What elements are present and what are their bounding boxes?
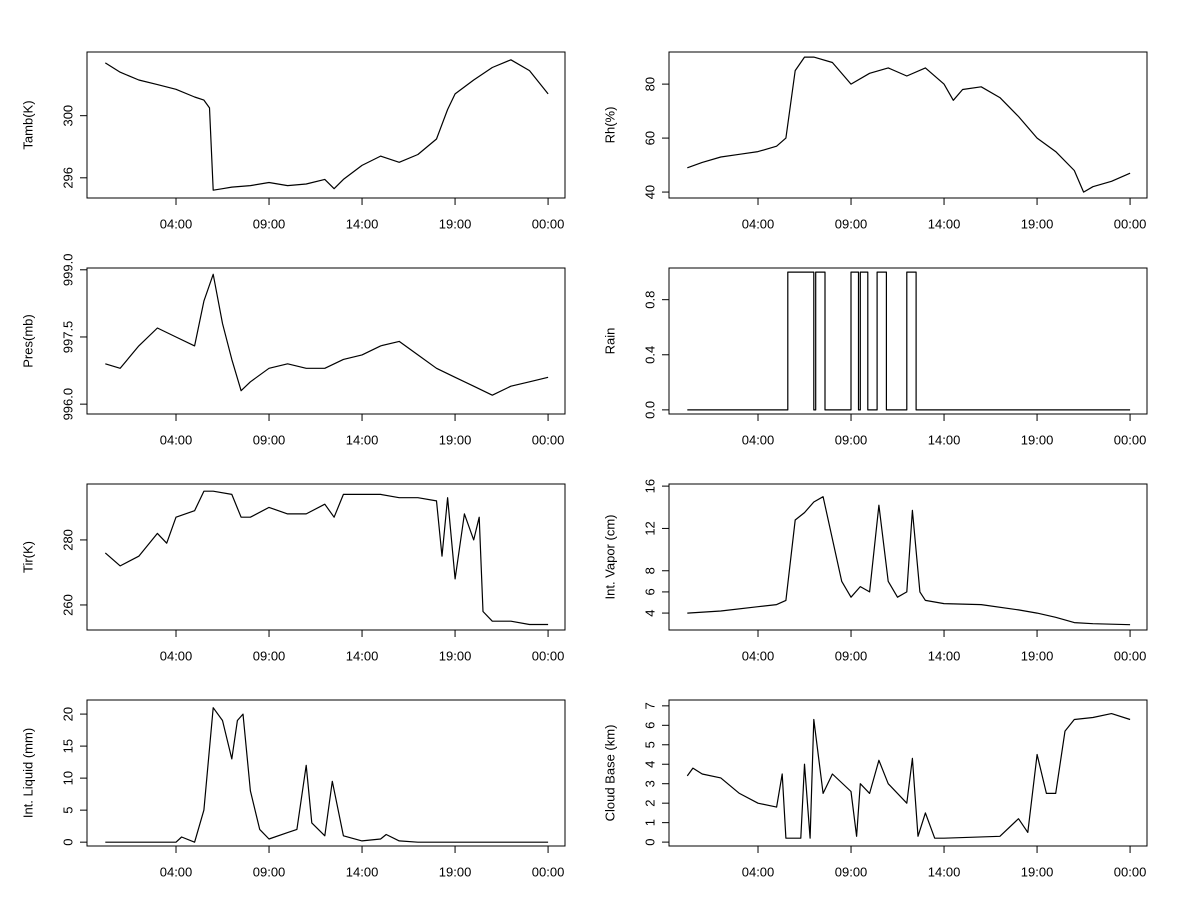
plot-frame: [86, 267, 566, 415]
y-tick-label: 5: [642, 741, 657, 748]
y-tick-label: 10: [60, 771, 75, 785]
x-tick-label: 04:00: [742, 864, 775, 879]
y-axis-label: Rh(%): [602, 107, 617, 144]
y-tick-label: 0.8: [642, 291, 657, 309]
y-tick-label: 40: [642, 185, 657, 199]
x-tick-label: 09:00: [835, 216, 868, 231]
y-tick-label: 997.5: [60, 321, 75, 354]
x-tick-label: 04:00: [160, 648, 193, 663]
x-tick-label: 14:00: [346, 432, 379, 447]
x-tick-label: 00:00: [1114, 216, 1147, 231]
y-axis-label: Cloud Base (km): [602, 725, 617, 822]
y-tick-label: 2: [642, 800, 657, 807]
data-line: [104, 490, 549, 626]
plot-frame: [668, 51, 1148, 199]
x-tick-label: 09:00: [253, 216, 286, 231]
y-tick-label: 996.0: [60, 388, 75, 421]
x-tick-label: 09:00: [253, 864, 286, 879]
x-tick-label: 09:00: [835, 864, 868, 879]
x-tick-label: 09:00: [253, 432, 286, 447]
y-tick-label: 6: [642, 588, 657, 595]
y-axis-label: Int. Liquid (mm): [20, 728, 35, 818]
x-tick-label: 14:00: [346, 648, 379, 663]
plot-frame: [668, 483, 1148, 631]
x-tick-label: 09:00: [835, 432, 868, 447]
plot-frame: [86, 699, 566, 847]
plot-frame: [86, 483, 566, 631]
x-tick-label: 19:00: [1021, 648, 1054, 663]
y-tick-label: 300: [60, 105, 75, 127]
x-tick-label: 14:00: [928, 648, 961, 663]
y-tick-label: 20: [60, 707, 75, 721]
data-line: [105, 707, 549, 843]
x-tick-label: 00:00: [1114, 864, 1147, 879]
y-axis-label: Pres(mb): [20, 314, 35, 367]
y-axis-label: Tamb(K): [20, 100, 35, 149]
y-tick-label: 5: [60, 807, 75, 814]
y-tick-label: 0: [60, 839, 75, 846]
x-tick-label: 14:00: [346, 864, 379, 879]
y-tick-label: 0: [642, 838, 657, 845]
x-tick-label: 00:00: [1114, 648, 1147, 663]
data-line: [105, 273, 549, 396]
x-tick-label: 00:00: [532, 648, 565, 663]
x-tick-label: 19:00: [439, 432, 472, 447]
data-line: [104, 59, 549, 191]
y-tick-label: 60: [642, 131, 657, 145]
y-tick-label: 3: [642, 780, 657, 787]
x-tick-label: 00:00: [532, 864, 565, 879]
data-line: [687, 271, 1131, 411]
y-tick-label: 280: [60, 529, 75, 551]
y-tick-label: 1: [642, 819, 657, 826]
x-tick-label: 09:00: [253, 648, 286, 663]
x-tick-label: 19:00: [439, 216, 472, 231]
x-tick-label: 04:00: [742, 432, 775, 447]
y-tick-label: 296: [60, 167, 75, 189]
y-tick-label: 4: [642, 609, 657, 616]
plot-frame: [668, 267, 1148, 415]
x-tick-label: 04:00: [160, 864, 193, 879]
y-tick-label: 4: [642, 761, 657, 768]
x-tick-label: 19:00: [1021, 432, 1054, 447]
y-tick-label: 260: [60, 594, 75, 616]
y-tick-label: 16: [642, 479, 657, 493]
x-tick-label: 14:00: [346, 216, 379, 231]
plot-frame: [668, 699, 1148, 847]
x-tick-label: 14:00: [928, 216, 961, 231]
y-tick-label: 6: [642, 722, 657, 729]
y-tick-label: 80: [642, 77, 657, 91]
y-axis-label: Rain: [602, 328, 617, 355]
y-tick-label: 999.0: [60, 254, 75, 287]
y-tick-label: 0.4: [642, 346, 657, 364]
x-tick-label: 00:00: [532, 216, 565, 231]
x-tick-label: 19:00: [439, 648, 472, 663]
data-line: [687, 56, 1131, 193]
x-tick-label: 19:00: [439, 864, 472, 879]
y-tick-label: 12: [642, 521, 657, 535]
x-tick-label: 00:00: [1114, 432, 1147, 447]
y-tick-label: 8: [642, 567, 657, 574]
x-tick-label: 09:00: [835, 648, 868, 663]
y-tick-label: 15: [60, 739, 75, 753]
y-tick-label: 7: [642, 702, 657, 709]
x-tick-label: 14:00: [928, 864, 961, 879]
y-tick-label: 0.0: [642, 401, 657, 419]
x-tick-label: 19:00: [1021, 864, 1054, 879]
data-line: [687, 496, 1131, 626]
data-line: [686, 713, 1131, 839]
x-tick-label: 04:00: [742, 648, 775, 663]
x-tick-label: 19:00: [1021, 216, 1054, 231]
x-tick-label: 14:00: [928, 432, 961, 447]
x-tick-label: 04:00: [160, 216, 193, 231]
y-axis-label: Tir(K): [20, 541, 35, 573]
x-tick-label: 04:00: [160, 432, 193, 447]
plot-frame: [86, 51, 566, 199]
x-tick-label: 00:00: [532, 432, 565, 447]
x-tick-label: 04:00: [742, 216, 775, 231]
y-axis-label: Int. Vapor (cm): [602, 514, 617, 599]
